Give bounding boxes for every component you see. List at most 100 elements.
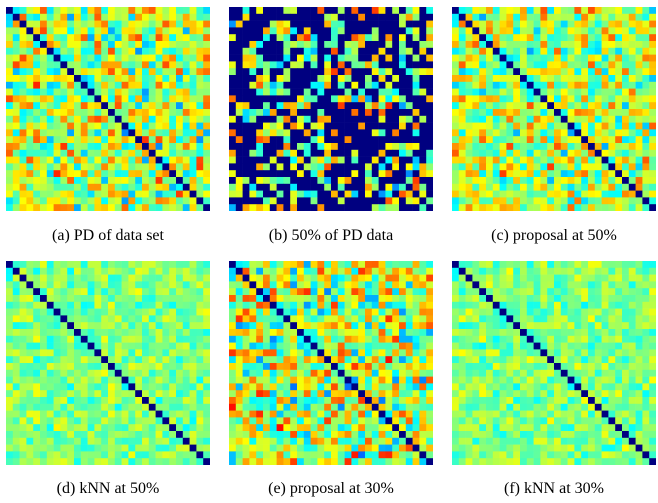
heatmap-cell — [276, 431, 284, 439]
heatmap-cell — [263, 308, 271, 316]
heatmap-cell — [94, 170, 102, 178]
heatmap-cell — [12, 397, 20, 405]
heatmap-cell — [358, 204, 366, 211]
heatmap-cell — [303, 376, 311, 384]
heatmap-cell — [458, 115, 466, 123]
heatmap-cell — [649, 295, 656, 303]
heatmap-cell — [128, 136, 136, 144]
heatmap-cell — [378, 170, 386, 178]
heatmap-cell — [142, 376, 150, 384]
heatmap-cell — [74, 267, 82, 275]
heatmap-cell — [283, 81, 291, 89]
heatmap-cell — [465, 197, 473, 205]
heatmap-cell — [588, 356, 596, 364]
heatmap-cell — [412, 444, 420, 452]
heatmap-cell — [574, 81, 582, 89]
heatmap-cell — [148, 335, 156, 343]
heatmap-cell — [155, 47, 163, 55]
heatmap-cell — [581, 170, 589, 178]
heatmap-cell — [615, 163, 623, 171]
heatmap-cell — [547, 349, 555, 357]
heatmap-cell — [101, 136, 109, 144]
heatmap-cell — [114, 41, 122, 49]
heatmap-cell — [574, 149, 582, 157]
heatmap-cell — [479, 170, 487, 178]
heatmap-cell — [26, 102, 34, 110]
heatmap-cell — [74, 88, 82, 96]
heatmap-cell — [196, 41, 204, 49]
heatmap-cell — [19, 261, 27, 269]
heatmap-cell — [419, 301, 427, 309]
heatmap-cell — [608, 363, 616, 371]
heatmap-cell — [337, 47, 345, 55]
heatmap-cell — [101, 27, 109, 35]
heatmap-cell — [358, 27, 366, 35]
heatmap-cell — [40, 109, 48, 117]
heatmap-cell — [649, 47, 656, 55]
heatmap-cell — [594, 315, 602, 323]
heatmap-cell — [608, 322, 616, 330]
heatmap-cell — [40, 88, 48, 96]
heatmap-cell — [554, 143, 562, 151]
heatmap-cell — [74, 424, 82, 432]
heatmap-cell — [297, 322, 305, 330]
heatmap-cell — [506, 7, 514, 15]
heatmap-cell — [19, 122, 27, 130]
heatmap-cell — [472, 61, 480, 69]
heatmap-cell — [249, 431, 257, 439]
heatmap-cell — [499, 115, 507, 123]
heatmap-cell — [594, 95, 602, 103]
heatmap-cell — [358, 95, 366, 103]
heatmap-cell — [297, 267, 305, 275]
heatmap-cell — [642, 13, 650, 21]
heatmap-cell — [458, 7, 466, 15]
heatmap-cell — [176, 109, 184, 117]
heatmap-cell — [365, 390, 373, 398]
heatmap-cell — [80, 115, 88, 123]
heatmap-cell — [176, 342, 184, 350]
heatmap-cell — [547, 88, 555, 96]
heatmap-cell — [53, 261, 61, 269]
heatmap-cell — [155, 122, 163, 130]
heatmap-cell — [324, 13, 332, 21]
heatmap-cell — [276, 342, 284, 350]
heatmap-cell — [196, 183, 204, 191]
heatmap-cell — [317, 349, 325, 357]
heatmap-cell — [351, 444, 359, 452]
heatmap-cell — [560, 7, 568, 15]
heatmap-cell — [486, 288, 494, 296]
heatmap-cell — [452, 75, 460, 83]
heatmap-cell — [101, 308, 109, 316]
heatmap-cell — [324, 102, 332, 110]
heatmap-cell — [365, 47, 373, 55]
heatmap-cell — [331, 356, 339, 364]
heatmap-cell — [276, 261, 284, 269]
heatmap-cell — [324, 329, 332, 337]
heatmap-cell — [189, 102, 197, 110]
heatmap-cell — [242, 363, 250, 371]
heatmap-cell — [148, 136, 156, 144]
heatmap-cell — [155, 68, 163, 76]
heatmap-cell — [540, 122, 548, 130]
heatmap-cell — [594, 68, 602, 76]
heatmap-cell — [465, 109, 473, 117]
heatmap-cell — [290, 369, 298, 377]
heatmap-cell — [176, 102, 184, 110]
heatmap-cell — [263, 458, 271, 465]
heatmap-cell — [337, 383, 345, 391]
heatmap-cell — [622, 20, 630, 28]
heatmap-cell — [148, 288, 156, 296]
heatmap-cell — [114, 27, 122, 35]
heatmap-cell — [486, 267, 494, 275]
heatmap-cell — [458, 81, 466, 89]
heatmap-cell — [256, 308, 264, 316]
heatmap-cell — [87, 342, 95, 350]
heatmap-cell — [492, 143, 500, 151]
heatmap-cell — [101, 7, 109, 15]
heatmap-cell — [303, 27, 311, 35]
heatmap-cell — [142, 81, 150, 89]
heatmap-cell — [229, 54, 237, 62]
heatmap-cell — [419, 376, 427, 384]
heatmap-cell — [87, 424, 95, 432]
heatmap-cell — [12, 315, 20, 323]
